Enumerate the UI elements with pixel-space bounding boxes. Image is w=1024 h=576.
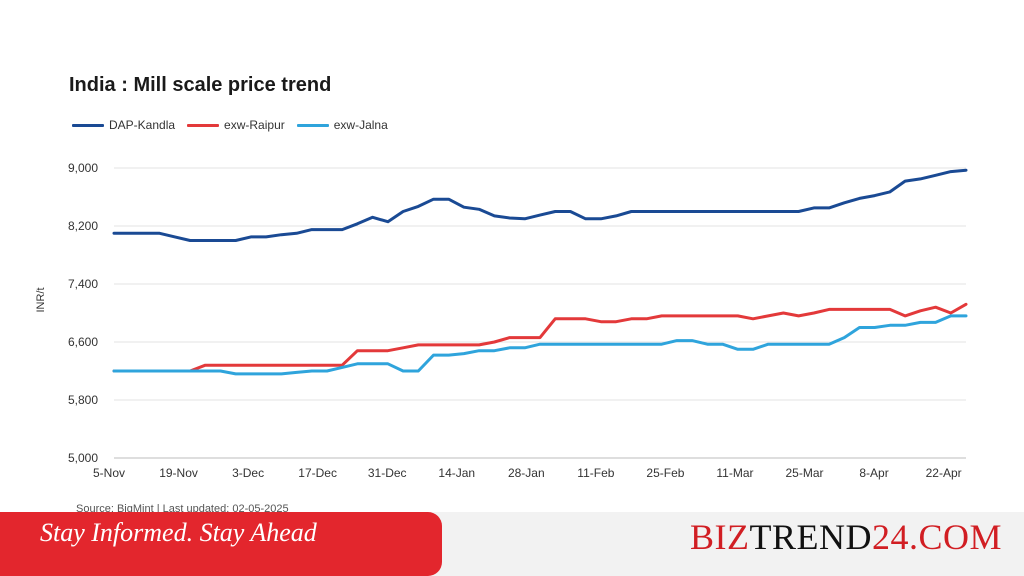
legend-label-exw-jalna: exw-Jalna [333, 118, 388, 132]
brand-logo[interactable]: BIZTREND24.COM [690, 516, 1002, 558]
line-chart: 5,000 5,800 6,600 7,400 8,200 9,000 5-Nov 19-N… [35, 161, 968, 480]
x-tick-label: 8-Apr [859, 466, 888, 480]
y-tick-label: 5,800 [68, 393, 98, 407]
x-tick-label: 22-Apr [926, 466, 962, 480]
x-tick-label: 25-Feb [646, 466, 684, 480]
legend-label-dap-kandla: DAP-Kandla [109, 118, 176, 132]
x-tick-label: 31-Dec [368, 466, 407, 480]
x-tick-label: 11-Mar [716, 466, 753, 480]
tagline-text: Stay Informed. Stay Ahead [40, 518, 317, 547]
brand-part-trend: TREND [749, 517, 872, 557]
chart-legend: DAP-Kandla exw-Raipur exw-Jalna [72, 118, 388, 132]
x-axis-ticks: 5-Nov 19-Nov 3-Dec 17-Dec 31-Dec 14-Jan 28-Jan… [93, 466, 962, 480]
legend-label-exw-raipur: exw-Raipur [224, 118, 285, 132]
y-tick-label: 9,000 [68, 161, 98, 175]
brand-part-biz: BIZ [689, 517, 750, 557]
x-tick-label: 5-Nov [93, 466, 125, 480]
x-tick-label: 17-Dec [298, 466, 337, 480]
legend-item-exw-jalna: exw-Jalna [296, 118, 388, 132]
series-line-dap-kandla [112, 168, 968, 242]
y-tick-label: 5,000 [68, 451, 98, 465]
y-axis-ticks: 5,000 5,800 6,600 7,400 8,200 9,000 [68, 161, 98, 465]
gridlines [114, 167, 966, 459]
x-tick-label: 25-Mar [786, 466, 824, 480]
legend-swatch-exw-raipur [187, 123, 220, 127]
y-tick-label: 8,200 [68, 219, 98, 233]
legend-item-exw-raipur: exw-Raipur [187, 118, 285, 132]
series-line-exw-jalna [112, 314, 968, 376]
y-tick-label: 7,400 [68, 277, 98, 291]
y-axis-label: INR/t [35, 287, 47, 312]
chart-title: India : Mill scale price trend [69, 74, 332, 96]
legend-swatch-exw-jalna [296, 123, 329, 127]
x-tick-label: 19-Nov [159, 466, 198, 480]
brand-part-24com: 24.COM [871, 517, 1002, 557]
y-tick-label: 6,600 [68, 335, 98, 349]
x-tick-label: 11-Feb [577, 466, 614, 480]
x-tick-label: 28-Jan [508, 466, 545, 480]
series-lines [112, 168, 968, 376]
legend-item-dap-kandla: DAP-Kandla [72, 118, 175, 132]
x-tick-label: 14-Jan [438, 466, 475, 480]
series-line-exw-raipur [112, 302, 968, 373]
tagline-banner [0, 512, 442, 576]
x-tick-label: 3-Dec [232, 466, 264, 480]
legend-swatch-dap-kandla [72, 123, 104, 127]
